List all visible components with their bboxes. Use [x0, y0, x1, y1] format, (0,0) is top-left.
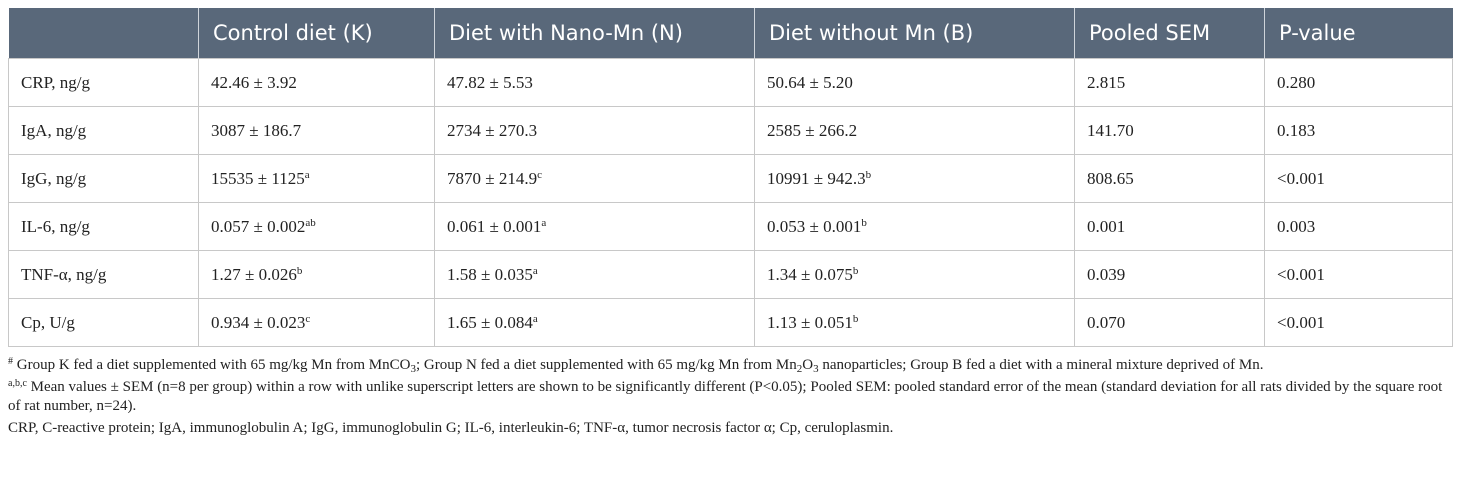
cell-without-mn: 0.053 ± 0.001b [754, 202, 1075, 251]
superscript-letter: b [852, 264, 859, 277]
footnote-mark: # [8, 356, 13, 367]
table-figure: Control diet (K) Diet with Nano-Mn (N) D… [8, 8, 1453, 441]
cell-p-value: <0.001 [1264, 298, 1453, 347]
footnote-text: Mean values ± SEM (n=8 per group) within… [8, 379, 1443, 414]
header-nano-mn-diet: Diet with Nano-Mn (N) [434, 8, 755, 59]
cell-value: 50.64 ± 5.20 [767, 72, 853, 92]
cell-nano-mn: 1.65 ± 0.084a [434, 298, 755, 347]
superscript-letter: a [532, 312, 538, 325]
superscript-letter: a [541, 216, 547, 229]
cell-value: 47.82 ± 5.53 [447, 72, 533, 92]
footnote-text: nanoparticles; Group B fed a diet with a… [818, 357, 1264, 373]
cell-p-value: 0.280 [1264, 58, 1453, 107]
row-label: IgA, ng/g [8, 106, 199, 155]
cell-value: 10991 ± 942.3 [767, 168, 866, 188]
cell-value: 1.27 ± 0.026 [211, 264, 297, 284]
cell-without-mn: 10991 ± 942.3b [754, 154, 1075, 203]
cell-value: 42.46 ± 3.92 [211, 72, 297, 92]
superscript-letter: a [532, 264, 538, 277]
subscript: 3 [813, 363, 819, 375]
superscript-letter: c [305, 312, 311, 325]
header-without-mn-diet: Diet without Mn (B) [754, 8, 1075, 59]
row-label: IL-6, ng/g [8, 202, 199, 251]
cell-control: 0.934 ± 0.023c [198, 298, 435, 347]
cell-pooled-sem: 0.001 [1074, 202, 1265, 251]
cell-pooled-sem: 2.815 [1074, 58, 1265, 107]
cell-without-mn: 50.64 ± 5.20 [754, 58, 1075, 107]
cell-value: 2585 ± 266.2 [767, 120, 858, 140]
footnote-text: Group K fed a diet supplemented with 65 … [13, 357, 411, 373]
superscript-letter: ab [305, 216, 316, 229]
footnote-text: O [802, 357, 814, 373]
header-pooled-sem: Pooled SEM [1074, 8, 1265, 59]
cell-value: 0.057 ± 0.002 [211, 216, 306, 236]
cell-value: 1.58 ± 0.035 [447, 264, 533, 284]
footnote-abbreviations: CRP, C-reactive protein; IgA, immunoglob… [8, 420, 894, 436]
cell-without-mn: 2585 ± 266.2 [754, 106, 1075, 155]
cell-nano-mn: 1.58 ± 0.035a [434, 250, 755, 299]
cell-control: 15535 ± 1125a [198, 154, 435, 203]
header-cell-empty [8, 8, 199, 59]
superscript-letter: c [537, 168, 542, 181]
table-row: TNF-α, ng/g 1.27 ± 0.026b 1.58 ± 0.035a … [8, 250, 1453, 299]
cell-p-value: <0.001 [1264, 250, 1453, 299]
cell-control: 1.27 ± 0.026b [198, 250, 435, 299]
table-row: Cp, U/g 0.934 ± 0.023c 1.65 ± 0.084a 1.1… [8, 298, 1453, 347]
cell-without-mn: 1.13 ± 0.051b [754, 298, 1075, 347]
table-row: CRP, ng/g 42.46 ± 3.92 47.82 ± 5.53 50.6… [8, 58, 1453, 107]
row-label: Cp, U/g [8, 298, 199, 347]
cell-p-value: 0.183 [1264, 106, 1453, 155]
subscript: 3 [410, 363, 416, 375]
cell-value: 3087 ± 186.7 [211, 120, 302, 140]
cell-p-value: <0.001 [1264, 154, 1453, 203]
cell-value: 0.053 ± 0.001 [767, 216, 862, 236]
footnote-statistics: a,b,c Mean values ± SEM (n=8 per group) … [8, 378, 1452, 416]
row-label: IgG, ng/g [8, 154, 199, 203]
row-label: CRP, ng/g [8, 58, 199, 107]
superscript-letter: b [296, 264, 303, 277]
cell-control: 3087 ± 186.7 [198, 106, 435, 155]
row-label: TNF-α, ng/g [8, 250, 199, 299]
superscript-letter: a [304, 168, 310, 181]
header-row: Control diet (K) Diet with Nano-Mn (N) D… [8, 8, 1453, 59]
cell-nano-mn: 2734 ± 270.3 [434, 106, 755, 155]
cell-pooled-sem: 0.039 [1074, 250, 1265, 299]
cell-value: 0.061 ± 0.001 [447, 216, 542, 236]
superscript-letter: b [865, 168, 872, 181]
results-table: Control diet (K) Diet with Nano-Mn (N) D… [8, 8, 1453, 347]
cell-p-value: 0.003 [1264, 202, 1453, 251]
footnote-groups: # Group K fed a diet supplemented with 6… [8, 356, 1452, 375]
cell-pooled-sem: 141.70 [1074, 106, 1265, 155]
cell-pooled-sem: 808.65 [1074, 154, 1265, 203]
cell-nano-mn: 47.82 ± 5.53 [434, 58, 755, 107]
cell-nano-mn: 7870 ± 214.9c [434, 154, 755, 203]
cell-control: 42.46 ± 3.92 [198, 58, 435, 107]
table-row: IL-6, ng/g 0.057 ± 0.002ab 0.061 ± 0.001… [8, 202, 1453, 251]
subscript: 2 [796, 363, 803, 375]
cell-value: 1.13 ± 0.051 [767, 312, 853, 332]
superscript-letter: b [852, 312, 859, 325]
header-control-diet: Control diet (K) [198, 8, 435, 59]
cell-pooled-sem: 0.070 [1074, 298, 1265, 347]
cell-value: 7870 ± 214.9 [447, 168, 538, 188]
cell-without-mn: 1.34 ± 0.075b [754, 250, 1075, 299]
footnote-mark: a,b,c [8, 378, 27, 389]
table-row: IgA, ng/g 3087 ± 186.7 2734 ± 270.3 2585… [8, 106, 1453, 155]
table-row: IgG, ng/g 15535 ± 1125a 7870 ± 214.9c 10… [8, 154, 1453, 203]
cell-value: 1.34 ± 0.075 [767, 264, 853, 284]
cell-control: 0.057 ± 0.002ab [198, 202, 435, 251]
cell-value: 15535 ± 1125 [211, 168, 305, 188]
superscript-letter: b [861, 216, 867, 229]
table-footnotes: # Group K fed a diet supplemented with 6… [8, 356, 1452, 438]
footnote-text: ; Group N fed a diet supplemented with 6… [415, 357, 797, 373]
cell-value: 2734 ± 270.3 [447, 120, 538, 140]
cell-nano-mn: 0.061 ± 0.001a [434, 202, 755, 251]
header-p-value: P-value [1264, 8, 1453, 59]
cell-value: 1.65 ± 0.084 [447, 312, 533, 332]
cell-value: 0.934 ± 0.023 [211, 312, 306, 332]
